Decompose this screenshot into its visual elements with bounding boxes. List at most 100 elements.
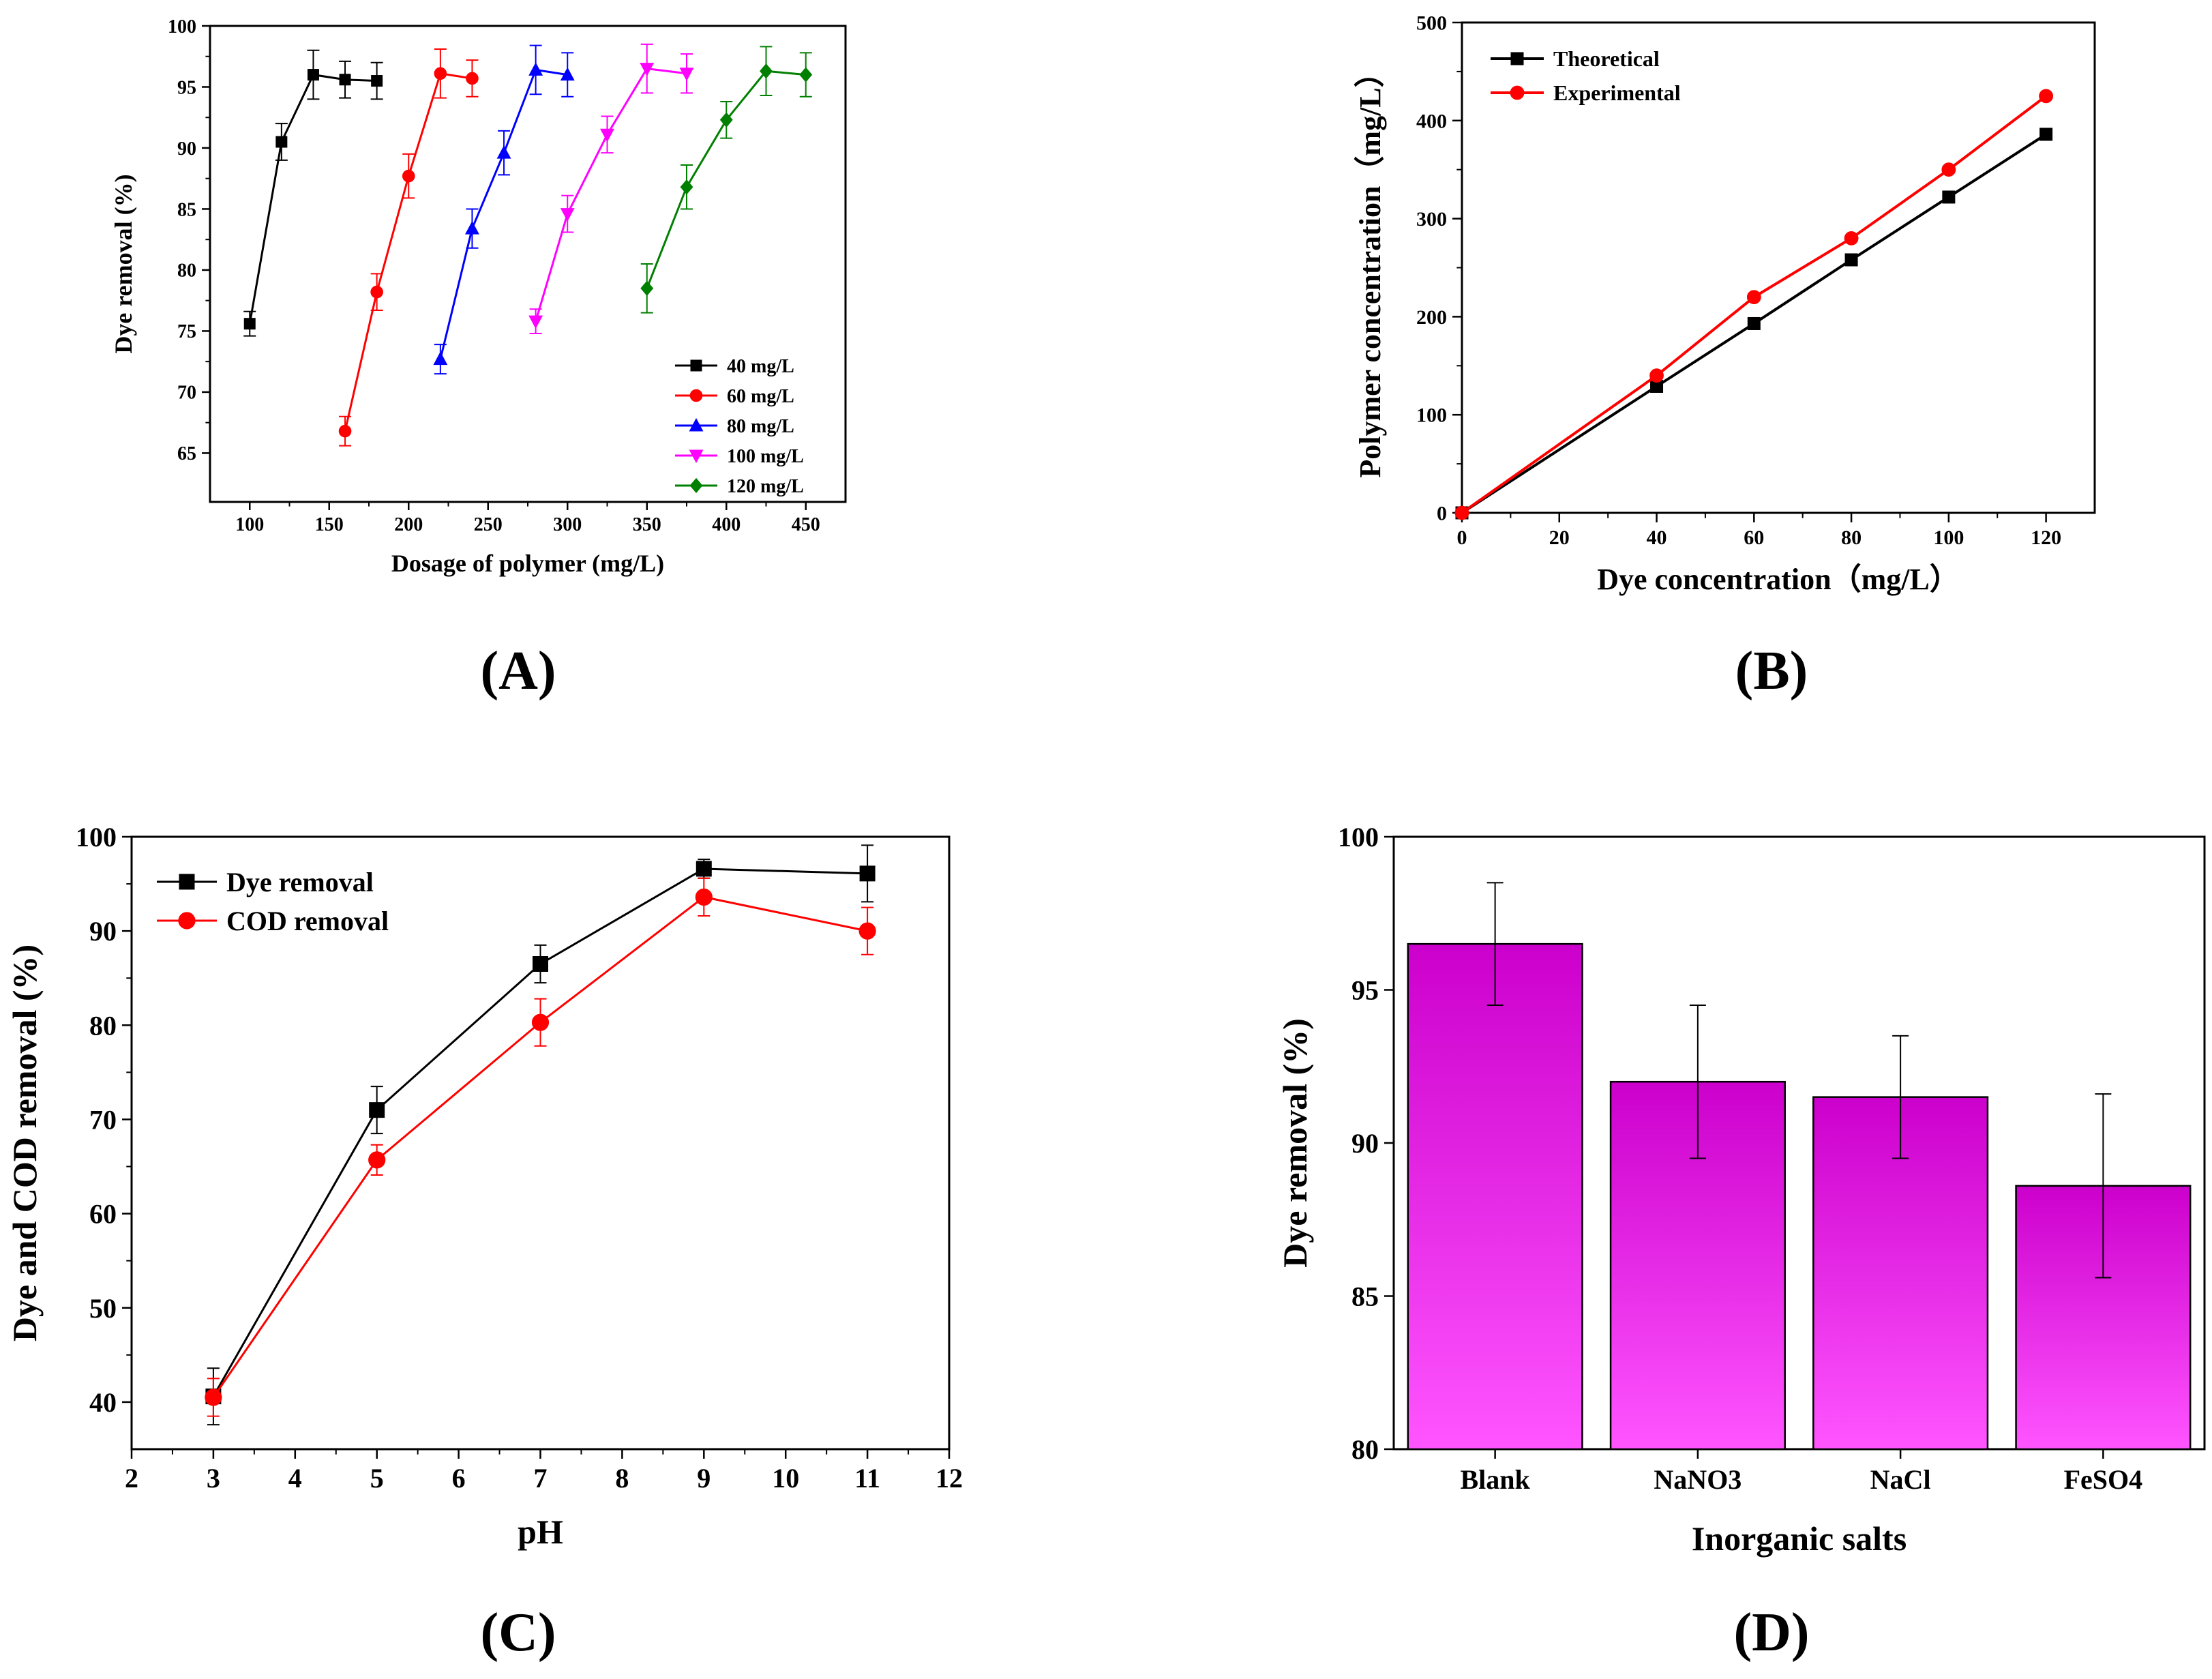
panel-label-d: (D): [1733, 1603, 1809, 1663]
chart-panel-c: 40 50 60 70 80 90 100 2 3 4 5 6 7 8 9 10 11 12 pH Dye and C…: [5, 822, 963, 1551]
x-tick-label: 100: [1933, 526, 1964, 549]
legend-label-experimental: Experimental: [1553, 80, 1681, 105]
x-axis-label: pH: [518, 1513, 563, 1551]
bar-blank: [1407, 942, 1583, 1451]
legend-marker-40-mg-l: [690, 359, 702, 372]
x-tick-label: 6: [452, 1463, 466, 1494]
legend-label-60-mg-l: 60 mg/L: [727, 386, 794, 407]
x-tick-label: 11: [854, 1463, 880, 1494]
chart-panel-a: 65 70 75 80 85 90 95 100 100 150 200 250 300 350 400 45…: [110, 16, 847, 577]
series-line-100-mg-l: [535, 68, 687, 322]
data-point-120-mg-l: [760, 63, 773, 79]
x-tick-label: 120: [2031, 526, 2061, 549]
x-tick-label: Blank: [1460, 1464, 1530, 1495]
data-point-experimental: [1649, 368, 1664, 383]
data-point-80-mg-l: [465, 221, 479, 235]
data-point-theoretical: [1844, 253, 1858, 267]
x-tick-label: 450: [792, 514, 820, 535]
y-tick-label: 50: [89, 1293, 117, 1324]
y-axis-label: Polymer concentration（mg/L）: [1354, 57, 1387, 477]
x-tick-label: 350: [633, 514, 661, 535]
y-tick-label: 60: [89, 1199, 117, 1230]
data-point-80-mg-l: [528, 62, 543, 76]
data-point-theoretical: [1747, 316, 1761, 330]
x-tick-label: 60: [1744, 526, 1764, 549]
x-tick-label: NaCl: [1870, 1464, 1931, 1495]
panel-label-c: (C): [480, 1603, 556, 1663]
y-tick-label: 95: [177, 77, 196, 98]
series-line-60-mg-l: [344, 72, 473, 432]
x-tick-label: 0: [1457, 526, 1467, 549]
data-point-dye-removal: [533, 956, 548, 972]
legend-label-40-mg-l: 40 mg/L: [727, 356, 794, 377]
legend-label-cod-removal: COD removal: [226, 906, 389, 936]
data-point-experimental: [1941, 162, 1956, 177]
data-point-40-mg-l: [243, 318, 256, 330]
data-point-40-mg-l: [371, 75, 383, 87]
data-point-experimental: [1454, 505, 1469, 520]
y-axis-label: Dye removal (%): [1276, 1018, 1314, 1268]
data-point-cod-removal: [368, 1151, 386, 1169]
x-tick-label: 200: [394, 514, 423, 535]
y-tick-label: 90: [89, 916, 117, 947]
x-tick-label: 250: [474, 514, 503, 535]
data-point-60-mg-l: [370, 285, 383, 299]
y-tick-label: 80: [89, 1010, 117, 1041]
data-point-theoretical: [1942, 190, 1956, 204]
x-tick-label: 12: [936, 1463, 963, 1494]
y-tick-label: 100: [1338, 822, 1379, 852]
y-tick-label: 80: [177, 261, 196, 282]
legend-label-theoretical: Theoretical: [1553, 46, 1660, 71]
legend-label-100-mg-l: 100 mg/L: [727, 446, 804, 467]
data-point-experimental: [1746, 290, 1761, 305]
y-tick-label: 0: [1437, 503, 1447, 525]
data-point-cod-removal: [858, 922, 876, 940]
data-point-60-mg-l: [434, 67, 447, 80]
data-point-60-mg-l: [402, 169, 415, 183]
legend-marker-60-mg-l: [689, 389, 703, 402]
y-tick-label: 70: [89, 1104, 117, 1135]
y-tick-label: 100: [76, 822, 117, 852]
x-tick-label: 10: [772, 1463, 799, 1494]
data-point-120-mg-l: [719, 112, 733, 128]
series-line-40-mg-l: [248, 73, 377, 324]
x-axis-label: Dye concentration（mg/L）: [1597, 563, 1960, 596]
data-point-60-mg-l: [338, 424, 352, 438]
series-line-80-mg-l: [439, 68, 568, 359]
data-point-40-mg-l: [339, 74, 351, 86]
chart-panel-b: 0 100 200 300 400 500 0 20 40 60 80 100 120 Dye conce…: [1354, 12, 2096, 596]
series-line-experimental: [1461, 95, 2047, 514]
y-tick-label: 400: [1416, 110, 1447, 132]
data-point-dye-removal: [696, 861, 712, 877]
x-tick-label: 150: [315, 514, 344, 535]
data-point-40-mg-l: [275, 136, 288, 148]
legend-marker-120-mg-l: [689, 477, 703, 494]
data-point-80-mg-l: [433, 351, 448, 366]
legend-label-80-mg-l: 80 mg/L: [727, 416, 794, 437]
y-tick-label: 300: [1416, 208, 1447, 231]
chart-panel-d: 80 85 90 95 100 Blank NaNO3 NaCl FeSO4 Inorganic …: [1276, 822, 2206, 1558]
x-tick-label: 20: [1549, 526, 1570, 549]
x-axis-label: Inorganic salts: [1692, 1519, 1907, 1558]
data-point-dye-removal: [369, 1102, 385, 1118]
data-point-cod-removal: [531, 1013, 550, 1031]
data-point-120-mg-l: [680, 179, 693, 195]
x-tick-label: 5: [370, 1463, 384, 1494]
x-tick-label: 40: [1647, 526, 1667, 549]
y-tick-label: 95: [1351, 975, 1379, 1006]
x-tick-label: 3: [207, 1463, 220, 1494]
x-tick-label: 9: [697, 1463, 711, 1494]
data-point-40-mg-l: [307, 69, 319, 81]
data-point-cod-removal: [205, 1388, 222, 1406]
y-tick-label: 100: [168, 16, 196, 38]
y-tick-label: 500: [1416, 12, 1447, 35]
x-axis-label: Dosage of polymer (mg/L): [391, 550, 664, 577]
x-tick-label: 400: [712, 514, 741, 535]
data-point-80-mg-l: [560, 67, 575, 81]
x-tick-label: 2: [125, 1463, 138, 1494]
legend-marker-theoretical: [1510, 52, 1524, 65]
panel-label-b: (B): [1735, 641, 1808, 701]
data-point-100-mg-l: [679, 68, 694, 81]
y-tick-label: 80: [1351, 1434, 1379, 1465]
